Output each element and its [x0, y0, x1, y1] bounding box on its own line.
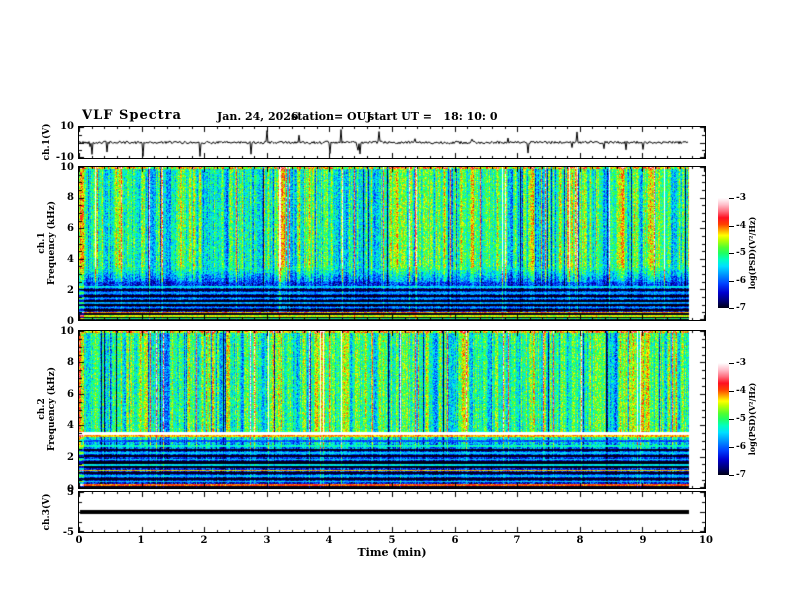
ch3-waveform-plot [79, 492, 705, 532]
xtick-3: 3 [263, 535, 271, 546]
ch2-axis-line1: ch.2 [37, 398, 47, 420]
xtick-8: 8 [576, 535, 584, 546]
colorbar2-tickmark--5 [729, 419, 734, 420]
colorbar2-tickmark--7 [729, 475, 734, 476]
colorbar1-tick--7: -7 [736, 303, 746, 313]
spec1-ytick-2: 2 [67, 285, 74, 296]
colorbar1-tick--4: -4 [736, 221, 746, 231]
spec1-ytick-6: 6 [67, 223, 74, 234]
xtick-2: 2 [200, 535, 208, 546]
spec2-ytick-2: 2 [67, 452, 74, 463]
ch3-ytick-m5: -5 [62, 527, 74, 538]
ch3-waveform-panel [78, 491, 706, 533]
ch1-waveform-plot [79, 127, 705, 158]
ch2-axis-line2: Frequency (kHz) [47, 366, 57, 452]
spec1-ytick-0: 0 [67, 316, 74, 327]
xtick-7: 7 [513, 535, 521, 546]
colorbar-ch1 [718, 198, 729, 308]
xtick-9: 9 [639, 535, 647, 546]
xtick-6: 6 [451, 535, 459, 546]
colorbar1-tickmark--4 [729, 226, 734, 227]
station-label: station= OUJ [291, 110, 372, 123]
x-axis-title: Time (min) [357, 546, 427, 559]
spec2-ytick-10: 10 [60, 326, 74, 337]
start-ut-label: start UT = 18: 10: 0 [368, 110, 498, 123]
colorbar-ch1-label: log(PSD)(V²/Hz) [747, 216, 757, 290]
colorbar2-tick--3: -3 [736, 358, 746, 368]
colorbar-ch2-label: log(PSD)(V²/Hz) [747, 382, 757, 456]
ch1-frequency-axis-title: ch.1 Frequency (kHz) [37, 201, 57, 285]
spec2-ytick-6: 6 [67, 389, 74, 400]
ch2-spectrogram-panel [78, 330, 706, 489]
ch2-spectrogram-plot [79, 331, 705, 488]
ch3-voltage-axis-title: ch.3(V) [42, 493, 52, 531]
spec1-ytick-4: 4 [67, 254, 74, 265]
xtick-0: 0 [75, 535, 83, 546]
colorbar1-tickmark--3 [729, 198, 734, 199]
colorbar1-tickmark--7 [729, 308, 734, 309]
ch2-frequency-axis-title: ch.2 Frequency (kHz) [37, 367, 57, 451]
colorbar2-tick--5: -5 [736, 414, 746, 424]
colorbar1-tick--5: -5 [736, 248, 746, 258]
xtick-4: 4 [325, 535, 333, 546]
xtick-1: 1 [137, 535, 145, 546]
ch1-axis-line2: Frequency (kHz) [47, 200, 57, 286]
colorbar2-tick--4: -4 [736, 386, 746, 396]
ch1-spectrogram-panel [78, 166, 706, 321]
spec1-ytick-10: 10 [60, 162, 74, 173]
figure-title: VLF Spectra [82, 108, 182, 123]
date-label: Jan. 24, 2026 [217, 110, 299, 123]
ch3-ytick-5: 5 [67, 487, 74, 498]
colorbar1-tickmark--5 [729, 253, 734, 254]
colorbar2-tick--7: -7 [736, 470, 746, 480]
colorbar2-tickmark--6 [729, 447, 734, 448]
xtick-5: 5 [388, 535, 396, 546]
spec2-ytick-0: 0 [67, 484, 74, 495]
ch1-waveform-panel [78, 126, 706, 159]
colorbar-ch2 [718, 363, 729, 475]
spec2-ytick-8: 8 [67, 357, 74, 368]
colorbar2-tick--6: -6 [736, 442, 746, 452]
ch1-axis-line1: ch.1 [37, 232, 47, 254]
colorbar1-tick--3: -3 [736, 193, 746, 203]
colorbar2-tickmark--4 [729, 391, 734, 392]
spec1-ytick-8: 8 [67, 192, 74, 203]
colorbar1-tick--6: -6 [736, 276, 746, 286]
ch1-ytick-m10: -10 [55, 152, 74, 163]
spec2-ytick-4: 4 [67, 420, 74, 431]
colorbar1-tickmark--6 [729, 281, 734, 282]
colorbar2-tickmark--3 [729, 363, 734, 364]
ch1-ytick-10: 10 [60, 121, 74, 132]
xtick-10: 10 [699, 535, 713, 546]
ch1-spectrogram-plot [79, 167, 705, 320]
